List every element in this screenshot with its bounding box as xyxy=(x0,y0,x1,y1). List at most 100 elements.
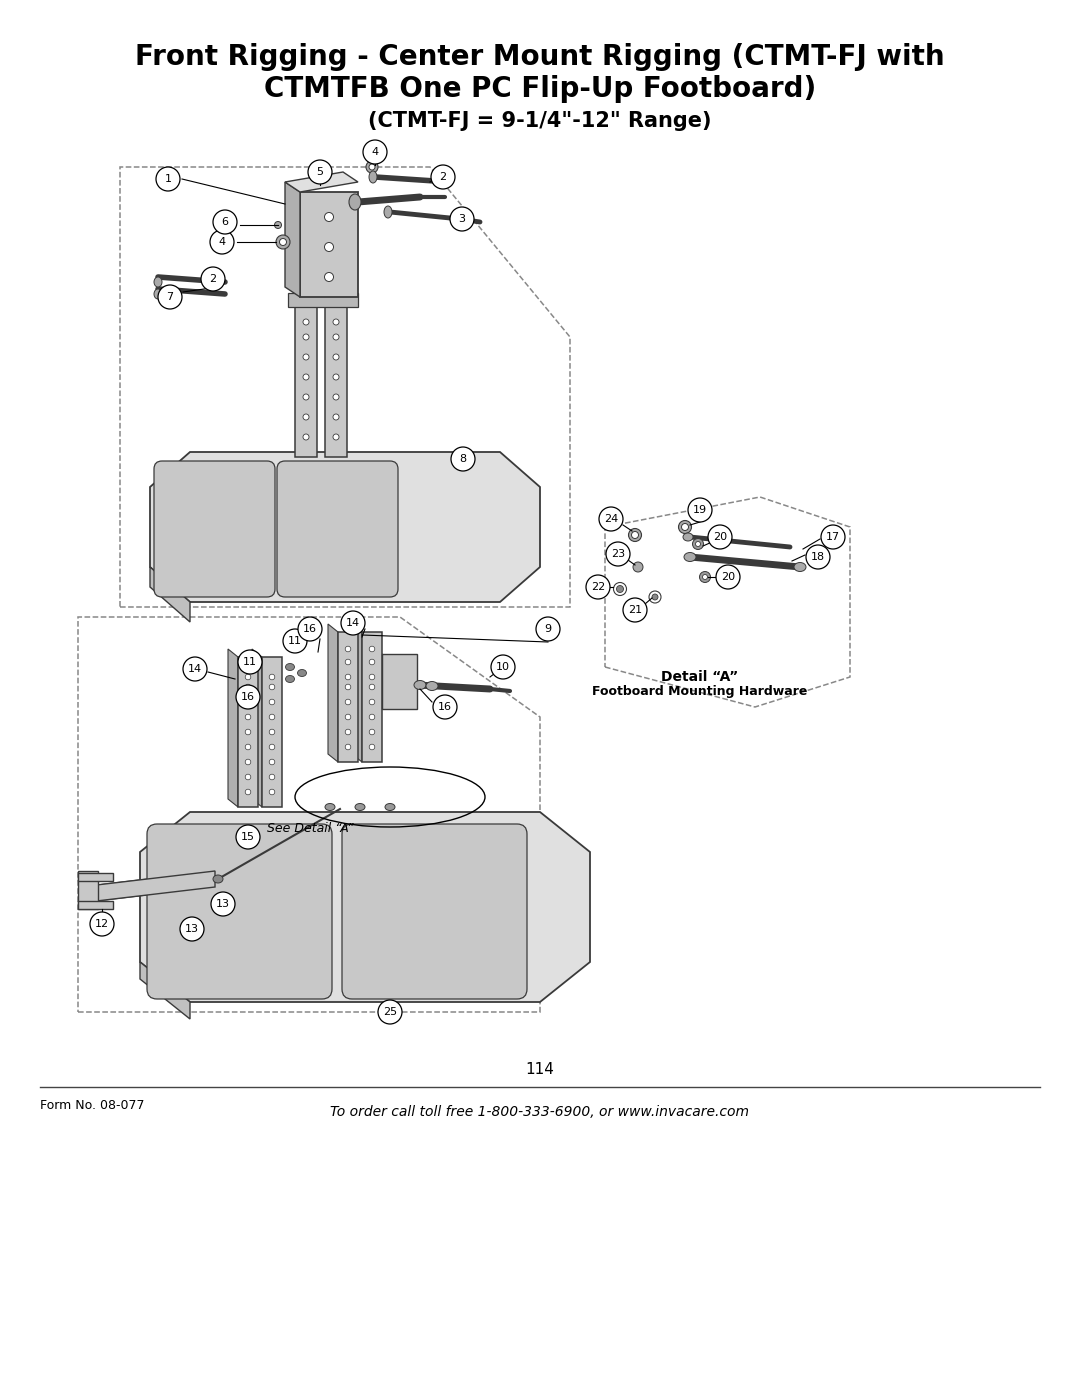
Ellipse shape xyxy=(384,205,392,218)
Text: 17: 17 xyxy=(826,532,840,542)
Circle shape xyxy=(245,685,251,690)
Circle shape xyxy=(303,334,309,339)
Text: See Detail “A”: See Detail “A” xyxy=(267,823,353,835)
Polygon shape xyxy=(150,453,540,602)
Circle shape xyxy=(369,647,375,652)
Text: 21: 21 xyxy=(627,605,643,615)
Circle shape xyxy=(369,729,375,735)
Circle shape xyxy=(333,414,339,420)
Ellipse shape xyxy=(213,875,222,883)
Circle shape xyxy=(245,729,251,735)
Bar xyxy=(78,873,113,882)
Text: 4: 4 xyxy=(218,237,226,247)
Circle shape xyxy=(237,826,260,849)
Text: CTMTFB One PC Flip-Up Footboard): CTMTFB One PC Flip-Up Footboard) xyxy=(264,75,816,103)
Bar xyxy=(78,870,98,909)
Ellipse shape xyxy=(702,574,707,580)
Circle shape xyxy=(245,774,251,780)
Text: 2: 2 xyxy=(440,172,446,182)
Circle shape xyxy=(333,334,339,339)
Circle shape xyxy=(245,745,251,750)
Text: 4: 4 xyxy=(372,147,379,156)
Bar xyxy=(300,191,357,298)
Polygon shape xyxy=(87,870,215,902)
Bar xyxy=(78,901,113,909)
Ellipse shape xyxy=(700,571,711,583)
Ellipse shape xyxy=(366,161,378,173)
Ellipse shape xyxy=(794,563,806,571)
Text: 24: 24 xyxy=(604,514,618,524)
Ellipse shape xyxy=(617,585,623,592)
Circle shape xyxy=(369,745,375,750)
Text: 13: 13 xyxy=(185,923,199,935)
Text: 14: 14 xyxy=(188,664,202,673)
Ellipse shape xyxy=(629,528,642,542)
Ellipse shape xyxy=(349,194,361,210)
Circle shape xyxy=(269,675,274,680)
Circle shape xyxy=(346,675,351,680)
Ellipse shape xyxy=(683,534,693,541)
Circle shape xyxy=(346,647,351,652)
Text: 6: 6 xyxy=(221,217,229,226)
Circle shape xyxy=(333,374,339,380)
Text: 8: 8 xyxy=(459,454,467,464)
Bar xyxy=(238,657,258,807)
Polygon shape xyxy=(87,870,215,902)
Ellipse shape xyxy=(280,239,286,246)
Polygon shape xyxy=(140,963,190,1018)
FancyBboxPatch shape xyxy=(342,824,527,999)
Bar xyxy=(288,293,357,307)
Text: 7: 7 xyxy=(166,292,174,302)
Circle shape xyxy=(269,700,274,705)
Bar xyxy=(338,631,357,761)
Circle shape xyxy=(333,353,339,360)
Text: 22: 22 xyxy=(591,583,605,592)
Ellipse shape xyxy=(384,803,395,810)
FancyBboxPatch shape xyxy=(147,824,332,999)
Circle shape xyxy=(298,617,322,641)
Circle shape xyxy=(269,789,274,795)
Circle shape xyxy=(716,564,740,590)
Circle shape xyxy=(90,912,114,936)
Circle shape xyxy=(821,525,845,549)
Text: 25: 25 xyxy=(383,1007,397,1017)
Circle shape xyxy=(333,319,339,326)
Circle shape xyxy=(303,394,309,400)
Circle shape xyxy=(369,675,375,680)
Ellipse shape xyxy=(154,289,162,299)
Text: Footboard Mounting Hardware: Footboard Mounting Hardware xyxy=(592,686,808,698)
Bar xyxy=(362,631,382,761)
Ellipse shape xyxy=(649,591,661,604)
Polygon shape xyxy=(372,645,382,710)
FancyBboxPatch shape xyxy=(276,461,399,597)
Circle shape xyxy=(269,729,274,735)
Circle shape xyxy=(586,576,610,599)
Text: 15: 15 xyxy=(241,833,255,842)
Text: 11: 11 xyxy=(288,636,302,645)
Text: 10: 10 xyxy=(496,662,510,672)
Circle shape xyxy=(363,140,387,163)
Circle shape xyxy=(369,685,375,690)
Text: 16: 16 xyxy=(303,624,318,634)
Circle shape xyxy=(346,685,351,690)
Text: Detail “A”: Detail “A” xyxy=(661,671,739,685)
Ellipse shape xyxy=(274,222,282,229)
Circle shape xyxy=(308,161,332,184)
Circle shape xyxy=(324,272,334,282)
Polygon shape xyxy=(150,567,190,622)
Circle shape xyxy=(183,657,207,680)
Ellipse shape xyxy=(696,542,701,546)
Circle shape xyxy=(237,685,260,710)
Circle shape xyxy=(431,165,455,189)
Circle shape xyxy=(303,319,309,326)
Polygon shape xyxy=(285,172,357,191)
Ellipse shape xyxy=(369,170,377,183)
Ellipse shape xyxy=(681,524,689,531)
Text: 114: 114 xyxy=(526,1062,554,1077)
Text: (CTMT-FJ = 9-1/4"-12" Range): (CTMT-FJ = 9-1/4"-12" Range) xyxy=(368,110,712,131)
Text: 11: 11 xyxy=(243,657,257,666)
Circle shape xyxy=(303,353,309,360)
Text: 9: 9 xyxy=(544,624,552,634)
Ellipse shape xyxy=(632,531,638,538)
Circle shape xyxy=(623,598,647,622)
